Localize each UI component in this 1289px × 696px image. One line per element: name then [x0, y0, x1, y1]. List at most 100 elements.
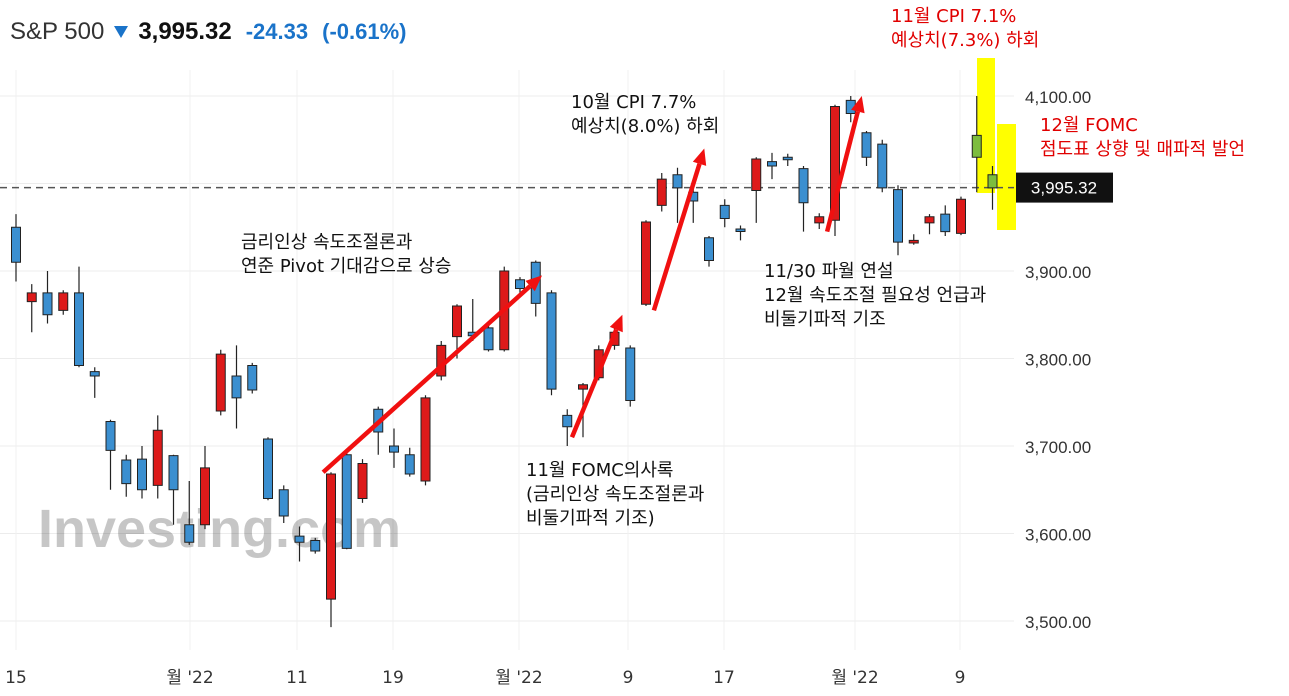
x-tick-label: 11 [286, 668, 308, 688]
candle-body [215, 353, 226, 412]
candle-body [971, 134, 982, 158]
candle-body [830, 106, 840, 221]
candle-body [877, 143, 888, 189]
candle-body [168, 455, 179, 491]
x-tick-label: 월 '22 [166, 668, 213, 688]
candle-body [11, 226, 21, 263]
symbol-name: S&P 500 [10, 18, 105, 45]
candle-body [452, 305, 462, 338]
x-tick-label: 17 [713, 668, 735, 688]
candle-body [987, 174, 998, 189]
candle-body [672, 174, 683, 189]
date-axis: 15 월 '22 11 19 월 '22 9 17 월 '22 9 [5, 668, 965, 688]
x-tick-label: 9 [623, 668, 634, 688]
y-tick-label: 3,700.00 [1025, 438, 1091, 457]
candle-body [89, 371, 100, 377]
candle-body [326, 473, 336, 600]
x-tick-label: 월 '22 [831, 668, 878, 688]
trend-arrow-head [692, 148, 707, 166]
trend-arrow-line [321, 284, 532, 474]
annotation-line: 비둘기파적 기조 [764, 309, 886, 330]
trend-arrow-head [609, 314, 623, 333]
candle-body [278, 489, 289, 517]
candle-body [625, 347, 636, 401]
candle-body [26, 292, 37, 303]
x-tick-label: 9 [955, 668, 966, 688]
annotation-line: 금리인상 속도조절론과 [241, 232, 412, 253]
trend-arrow-line [651, 163, 702, 312]
candle-body [152, 429, 163, 486]
candle-body [404, 454, 415, 475]
annotation-text: 12월 FOMC 점도표 상향 및 매파적 발언 [1040, 115, 1245, 160]
price-change-percent: (-0.61%) [322, 19, 407, 44]
highlight-box [997, 124, 1016, 230]
candle-body [515, 279, 525, 289]
candle-body [105, 421, 116, 451]
candle-body [247, 365, 258, 391]
highlight-boxes [977, 58, 1016, 230]
candle-body [719, 204, 730, 219]
candle-body [861, 132, 872, 158]
candle-body [74, 292, 84, 366]
annotation-text: 11월 CPI 7.1% 예상치(7.3%) 하회 [891, 6, 1039, 51]
candle-body [893, 189, 903, 243]
annotation-line: 11월 CPI 7.1% [891, 6, 1016, 27]
trend-arrow-head [851, 96, 865, 114]
x-tick-label: 15 [5, 668, 27, 688]
candle-body [483, 327, 494, 351]
annotation-line: 연준 Pivot 기대감으로 상승 [241, 256, 451, 277]
candle-body [389, 445, 399, 453]
highlight-box [977, 58, 995, 193]
trend-arrows [321, 96, 865, 474]
current-price-box [1016, 172, 1113, 203]
y-tick-label: 3,600.00 [1025, 526, 1091, 545]
y-tick-label: 4,100.00 [1025, 88, 1091, 107]
y-tick-label: 3,900.00 [1025, 263, 1091, 282]
candle-body [641, 221, 651, 305]
current-price-label: 3,995.32 [1016, 172, 1113, 203]
annotation-text: 10월 CPI 7.7% 예상치(8.0%) 하회 [571, 92, 719, 137]
candle-body [294, 535, 305, 543]
candle-body [656, 178, 667, 206]
x-tick-label: 19 [382, 668, 404, 688]
annotation-line: (금리인상 속도조절론과 [526, 484, 704, 505]
price-axis: 3,500.00 3,600.00 3,700.00 3,800.00 3,900.00… [1025, 88, 1091, 632]
down-arrow-icon [114, 26, 129, 38]
candle-body [908, 239, 919, 244]
candle-body [562, 414, 573, 428]
price-change: -24.33 [245, 19, 309, 44]
trend-arrow-line [569, 328, 619, 439]
candle-body [751, 158, 762, 191]
annotation-text: 11월 FOMC의사록 (금리인상 속도조절론과 비둘기파적 기조) [526, 460, 704, 529]
candle-body [121, 459, 132, 485]
candle-body [940, 213, 951, 233]
candle-body [58, 292, 69, 311]
annotation-line: 10월 CPI 7.7% [571, 92, 696, 113]
annotation-line: 12월 FOMC [1040, 115, 1138, 136]
candle-body [42, 292, 53, 316]
candle-body [578, 384, 588, 390]
annotation-line: 11/30 파월 연설 [764, 261, 894, 282]
x-tick-label: 월 '22 [495, 668, 542, 688]
candle-body [310, 540, 321, 552]
candle-body [263, 438, 273, 499]
candle-body [782, 156, 793, 161]
candle-body [924, 216, 935, 224]
candle-body [341, 454, 352, 549]
candle-body [798, 168, 809, 204]
y-tick-label: 3,500.00 [1025, 613, 1091, 632]
candle-body [704, 237, 714, 261]
annotation-line: 예상치(8.0%) 하회 [571, 116, 719, 137]
candle-body [357, 463, 368, 499]
last-price: 3,995.32 [138, 18, 232, 45]
candle-body [137, 458, 147, 491]
quote-header: S&P 500 3,995.32 -24.33 (-0.61%) [10, 14, 406, 50]
candle-body [956, 198, 966, 234]
candle-body [546, 292, 557, 390]
candle-body [735, 228, 746, 232]
candle-body [200, 467, 210, 526]
annotation-line: 비둘기파적 기조) [526, 508, 655, 529]
annotation-line: 12월 속도조절 필요성 언급과 [764, 285, 986, 306]
